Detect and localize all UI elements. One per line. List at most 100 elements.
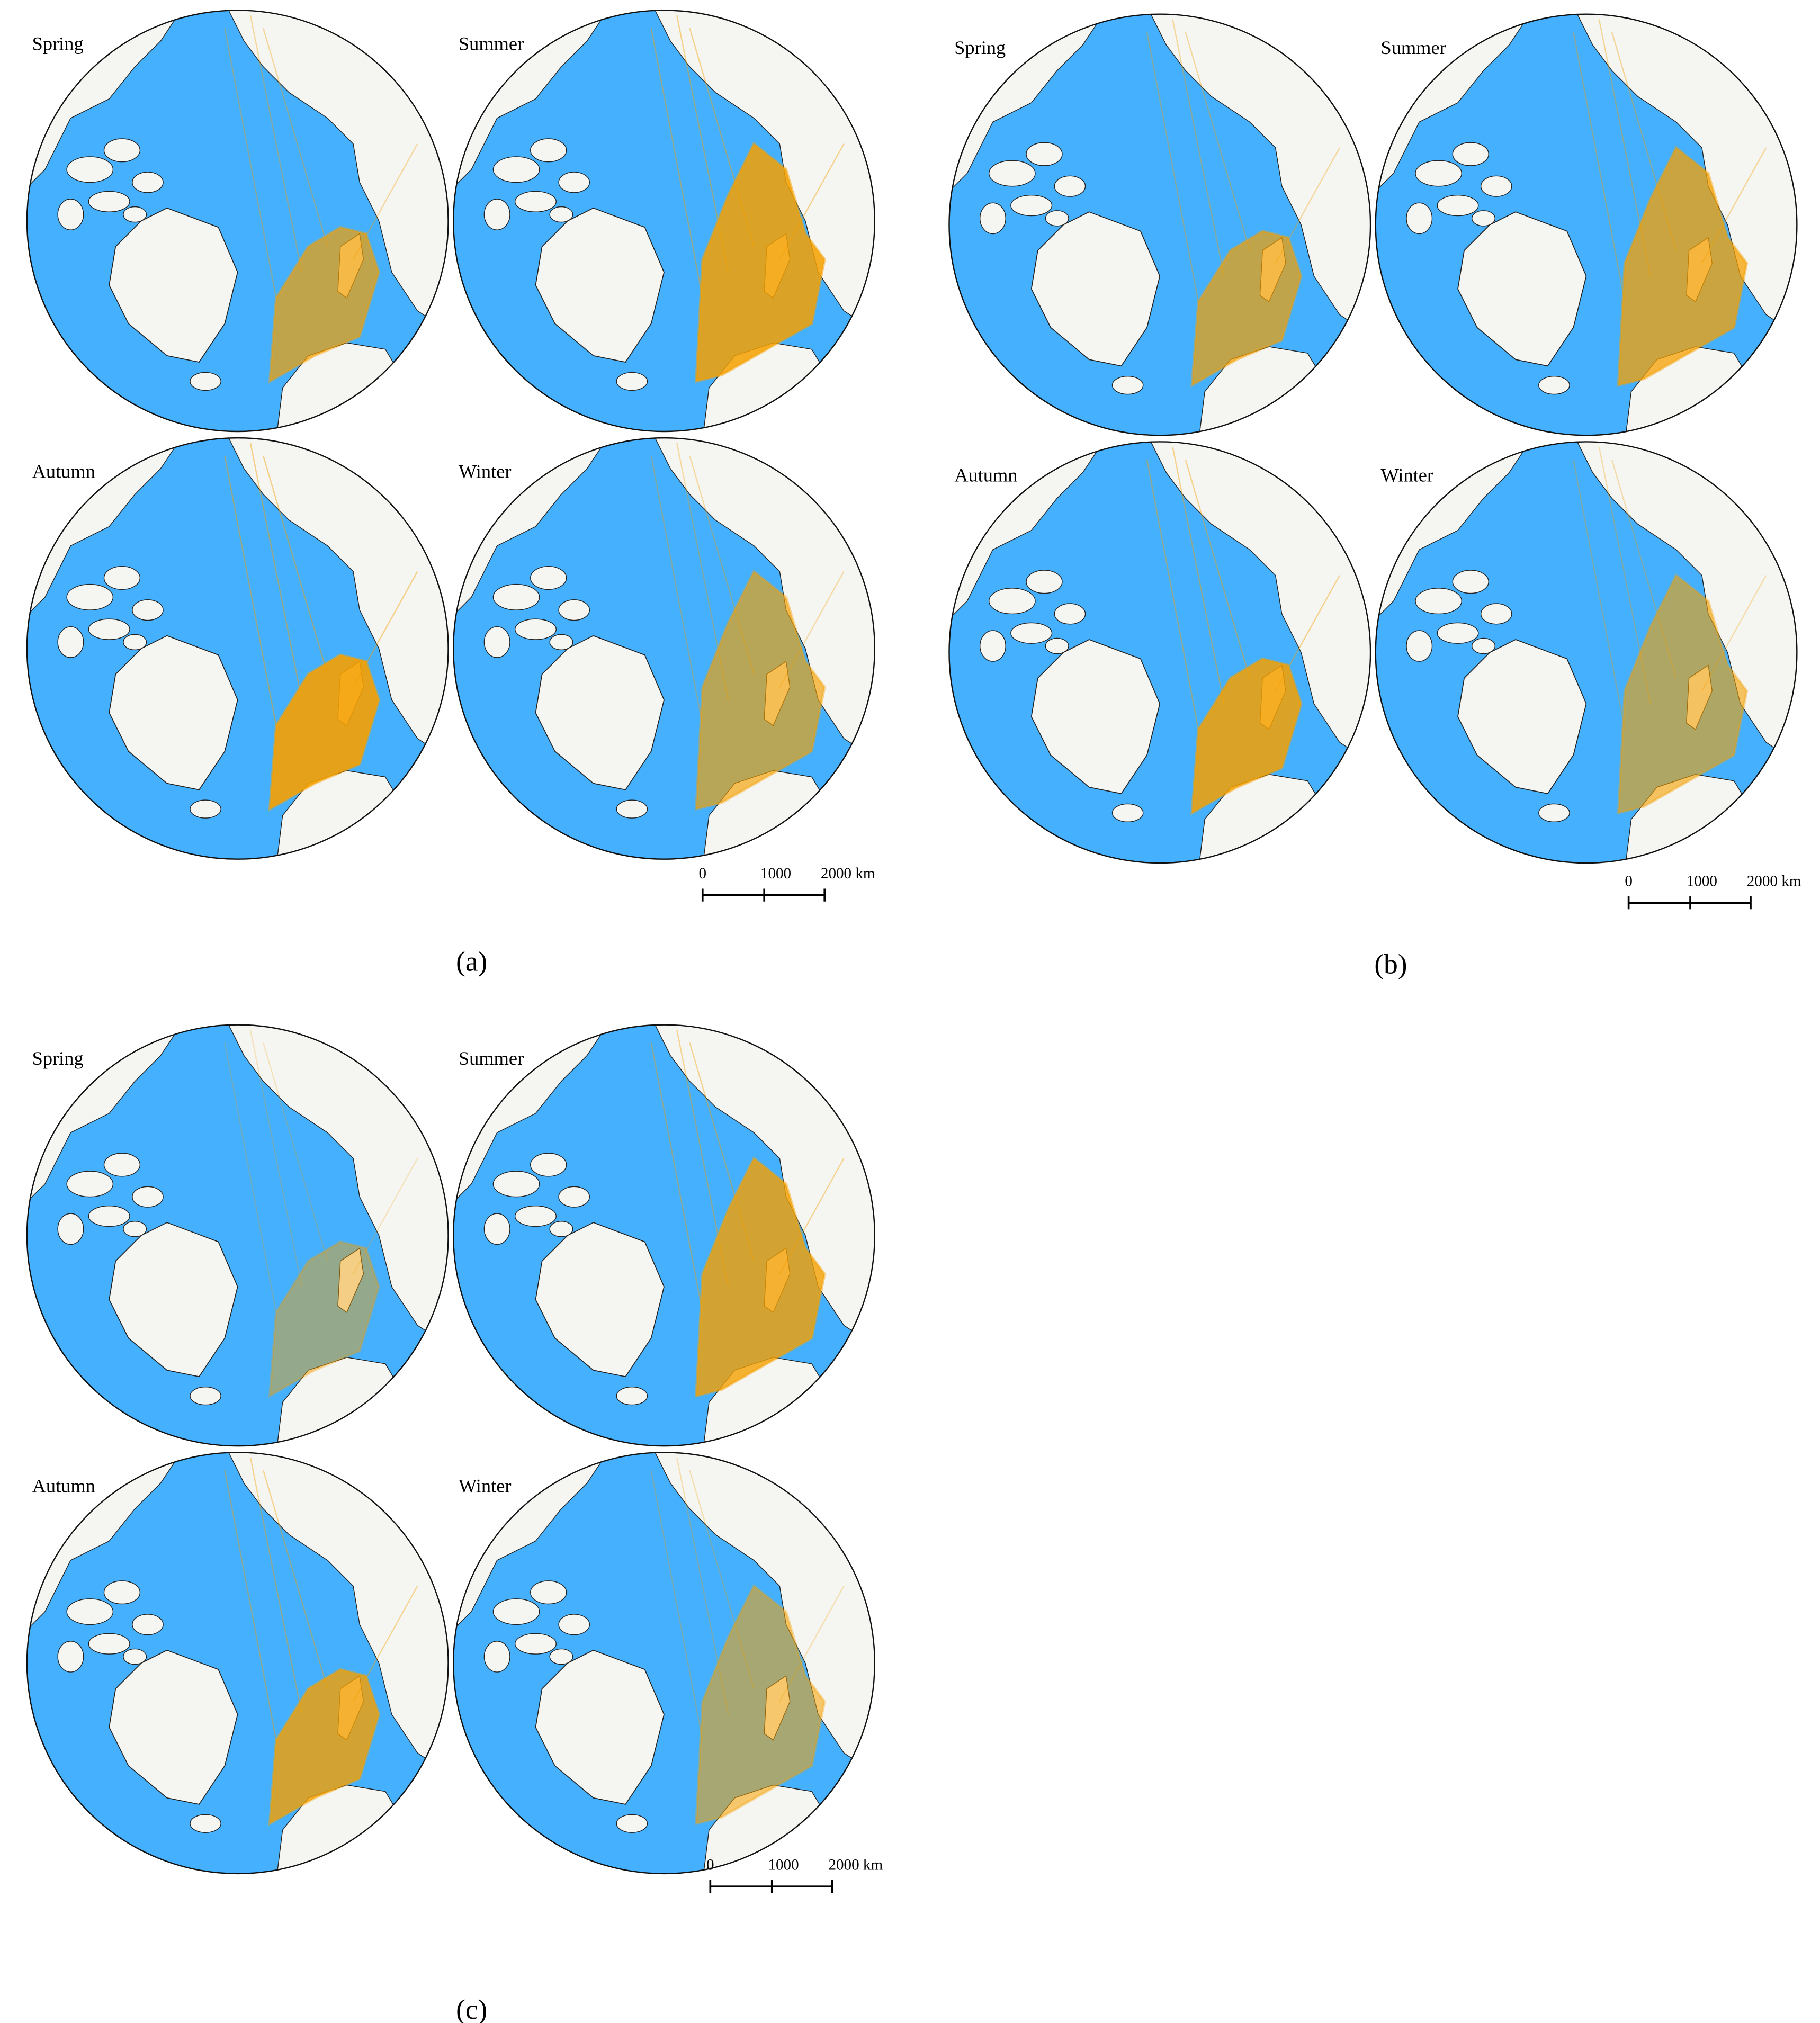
island <box>66 1171 114 1198</box>
map-outline <box>948 13 1371 436</box>
island <box>123 1648 147 1665</box>
season-label: Spring <box>954 37 1006 58</box>
map-outline <box>948 441 1371 864</box>
island <box>1111 375 1144 395</box>
scale-bar: 0 1000 2000 km <box>698 865 875 902</box>
tracks-thin <box>1573 446 1767 730</box>
map-body <box>26 1024 449 1446</box>
scale-label: 0 <box>706 1857 714 1874</box>
island <box>514 191 557 212</box>
island <box>1406 630 1433 662</box>
tracks-thin <box>650 443 845 726</box>
island <box>616 372 648 391</box>
island <box>1538 375 1570 395</box>
island <box>1054 175 1086 197</box>
map: Winter <box>453 1452 876 1875</box>
panel-label: (c) <box>456 1993 487 2023</box>
island <box>1054 603 1086 625</box>
island <box>1471 210 1496 227</box>
tracks-thin <box>224 443 418 726</box>
island <box>88 618 130 640</box>
island <box>132 1614 164 1635</box>
island <box>132 599 164 621</box>
map: Winter <box>1375 441 1798 864</box>
island <box>616 1814 648 1833</box>
tracks-thin <box>1146 446 1340 730</box>
island <box>88 1633 130 1655</box>
tracks <box>268 1240 381 1398</box>
island <box>514 618 557 640</box>
land <box>535 1222 665 1378</box>
island <box>132 1186 164 1208</box>
map-body <box>453 438 875 859</box>
island <box>530 1580 567 1605</box>
island <box>549 1220 573 1237</box>
map-outline <box>453 10 876 433</box>
island <box>492 583 540 610</box>
island <box>190 1814 221 1833</box>
map: Summer <box>453 10 876 433</box>
island <box>483 1641 510 1673</box>
island <box>123 206 147 223</box>
island <box>103 1153 141 1177</box>
island <box>514 1205 557 1227</box>
tracks-thin <box>224 1457 418 1740</box>
tracks <box>695 141 826 383</box>
scale-bar: 0 1000 2000 km <box>1625 873 1801 910</box>
land <box>1457 211 1587 367</box>
land <box>224 438 449 765</box>
season-label: Autumn <box>32 461 95 482</box>
island <box>190 1386 221 1406</box>
land <box>1030 639 1161 794</box>
season-label: Spring <box>32 33 84 55</box>
island <box>530 1153 567 1177</box>
island <box>1437 622 1479 644</box>
island <box>57 1213 84 1245</box>
island <box>530 565 567 590</box>
season-label: Autumn <box>954 465 1017 486</box>
tracks-thin <box>650 1457 845 1740</box>
island <box>558 1614 590 1635</box>
map-outline <box>453 1024 876 1447</box>
island <box>88 191 130 212</box>
island <box>979 202 1006 235</box>
island <box>492 156 540 183</box>
tracks-thin <box>650 1030 845 1313</box>
map: Autumn <box>948 441 1371 864</box>
map-outline <box>26 10 449 433</box>
island <box>57 626 84 658</box>
map-body <box>26 438 449 859</box>
map-outline <box>1375 441 1798 864</box>
land <box>535 208 665 363</box>
island <box>66 1598 114 1625</box>
island <box>549 206 573 223</box>
land <box>109 1222 238 1378</box>
map-body <box>453 10 875 432</box>
map-body <box>453 1024 875 1446</box>
land <box>535 635 665 790</box>
island <box>492 1171 540 1198</box>
tracks <box>695 1156 826 1398</box>
island <box>190 799 221 819</box>
tracks <box>695 569 826 811</box>
panel-label: (b) <box>1374 948 1407 980</box>
map: Summer <box>1375 13 1798 436</box>
map-body <box>26 10 449 432</box>
map-body <box>1375 14 1797 436</box>
tracks <box>268 653 381 812</box>
island <box>1437 194 1479 217</box>
tracks <box>1190 230 1303 388</box>
map: Autumn <box>26 1452 449 1875</box>
map: Summer <box>453 1024 876 1447</box>
island <box>1480 175 1512 197</box>
island <box>492 1598 540 1625</box>
island <box>66 583 114 610</box>
season-label: Summer <box>1380 37 1446 58</box>
land <box>1146 442 1371 769</box>
map-body <box>453 1452 875 1874</box>
map-outline <box>453 437 876 860</box>
map: Autumn <box>26 437 449 860</box>
island <box>57 199 84 230</box>
island <box>103 138 141 163</box>
island <box>1045 637 1069 654</box>
